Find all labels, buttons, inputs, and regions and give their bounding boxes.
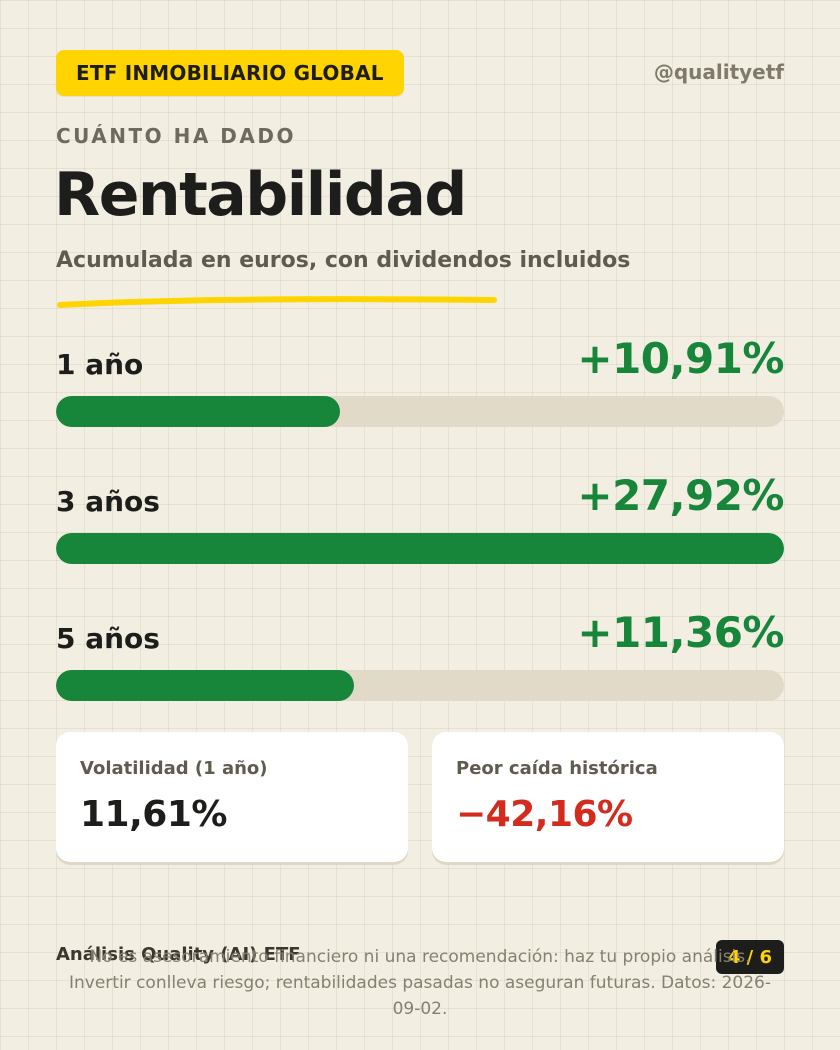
- highlight-underline: [57, 296, 497, 308]
- return-value: +11,36%: [577, 608, 784, 657]
- page-title: Rentabilidad: [54, 160, 467, 230]
- account-handle[interactable]: @qualityetf: [653, 60, 784, 84]
- max-drawdown-label: Peor caída histórica: [456, 758, 658, 779]
- page-indicator: 4 / 6: [715, 940, 784, 974]
- return-bar-fill: [56, 533, 784, 564]
- page-subtitle: Acumulada en euros, con dividendos inclu…: [56, 248, 631, 273]
- return-row-5y: 5 años +11,36%: [56, 608, 784, 718]
- return-value: +10,91%: [577, 334, 784, 383]
- footer-brand: Análisis Quality (AI) ETF: [56, 944, 301, 965]
- volatility-label: Volatilidad (1 año): [80, 758, 268, 779]
- return-period-label: 5 años: [56, 622, 160, 655]
- return-row-3y: 3 años +27,92%: [56, 471, 784, 581]
- return-bar-fill: [56, 396, 340, 427]
- max-drawdown-value: −42,16%: [456, 794, 633, 835]
- volatility-value: 11,61%: [80, 794, 227, 835]
- return-period-label: 1 año: [56, 348, 144, 381]
- return-row-1y: 1 año +10,91%: [56, 334, 784, 444]
- return-value: +27,92%: [577, 471, 784, 520]
- category-badge: ETF INMOBILIARIO GLOBAL: [56, 50, 404, 96]
- return-bar-track: [56, 396, 784, 427]
- section-kicker: CUÁNTO HA DADO: [56, 124, 296, 148]
- max-drawdown-card: Peor caída histórica −42,16%: [432, 732, 784, 862]
- disclaimer-text: No es asesoramiento financiero ni una re…: [69, 947, 771, 1019]
- return-bar-fill: [56, 670, 355, 701]
- return-bar-track: [56, 670, 784, 701]
- return-bar-track: [56, 533, 784, 564]
- return-period-label: 3 años: [56, 485, 160, 518]
- volatility-card: Volatilidad (1 año) 11,61%: [56, 732, 408, 862]
